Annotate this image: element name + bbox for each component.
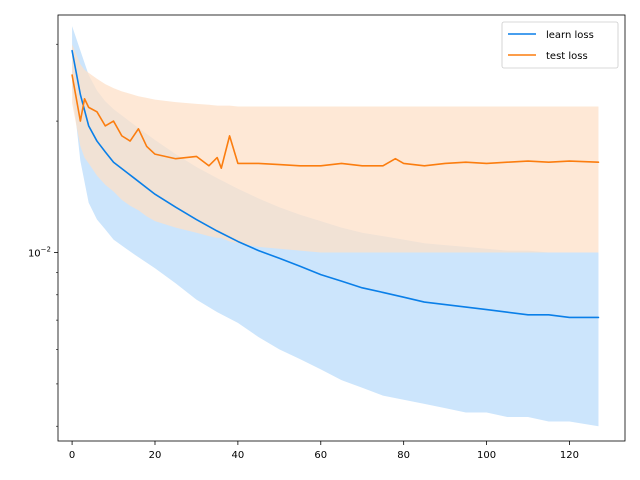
x-axis-ticks: 0 20 40 60 80 100 120 bbox=[69, 441, 579, 461]
x-tick-label: 100 bbox=[477, 450, 496, 461]
y-tick-label: 10−2 bbox=[28, 246, 51, 260]
confidence-bands bbox=[72, 26, 599, 427]
line-learn-loss bbox=[71, 49, 600, 319]
legend: learn loss test loss bbox=[501, 21, 619, 69]
legend-label: test loss bbox=[546, 51, 588, 62]
x-tick-label: 40 bbox=[232, 450, 245, 461]
line-test-loss bbox=[71, 74, 600, 169]
x-tick-label: 60 bbox=[314, 450, 327, 461]
x-tick-label: 120 bbox=[560, 450, 579, 461]
series-lines bbox=[71, 49, 600, 319]
x-tick-label: 0 bbox=[69, 450, 75, 461]
legend-label: learn loss bbox=[546, 30, 594, 41]
band-test-loss bbox=[72, 44, 599, 253]
plot-frame bbox=[57, 14, 626, 442]
x-tick-label: 20 bbox=[149, 450, 162, 461]
y-axis-ticks: 10−2 bbox=[28, 43, 58, 427]
x-tick-label: 80 bbox=[397, 450, 410, 461]
